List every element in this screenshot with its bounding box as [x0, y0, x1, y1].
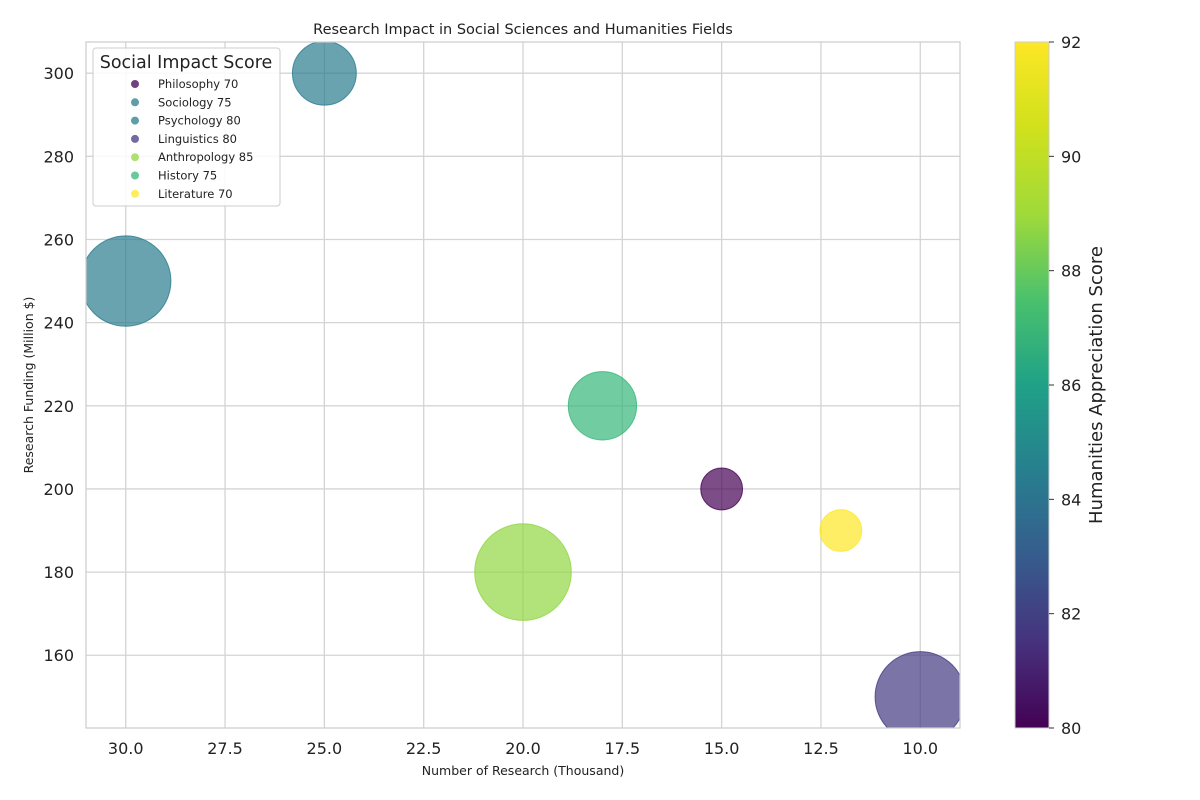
colorbar-tick-label: 84	[1061, 490, 1081, 509]
x-tick-label: 25.0	[307, 739, 343, 758]
plot-frame	[85, 41, 961, 729]
legend-marker	[131, 171, 139, 180]
x-tick-label: 10.0	[902, 739, 938, 758]
bubble-anthropology	[474, 523, 572, 621]
legend-entry-label: Sociology 75	[158, 95, 232, 109]
bubble-psychology	[86, 235, 172, 327]
colorbar-tick-label: 80	[1061, 719, 1081, 738]
legend-box	[92, 47, 281, 207]
legend-marker	[131, 80, 139, 88]
legend-entry-label: Literature 70	[158, 187, 233, 201]
colorbar-tick-label: 90	[1061, 147, 1081, 166]
legend-marker	[131, 153, 139, 162]
bubble-history	[567, 371, 638, 441]
legend-entry-label: History 75	[158, 169, 217, 183]
x-tick-label: 15.0	[704, 739, 740, 758]
legend-entry-label: Anthropology 85	[158, 150, 253, 164]
legend-marker	[131, 98, 139, 107]
legend-entry-label: Linguistics 80	[158, 132, 237, 146]
x-axis-ticks: 30.0 27.5 25.0 22.5 20.0 17.5 15.0 12.5 10.0	[108, 739, 938, 758]
bubble-literature	[819, 509, 863, 552]
legend-entries: Philosophy 70 Sociology 75 Psychology 80 Li…	[131, 77, 253, 201]
y-tick-label: 300	[43, 64, 74, 83]
legend-marker	[131, 116, 139, 125]
legend-title: Social Impact Score	[100, 53, 273, 73]
colorbar-tick-label: 92	[1061, 33, 1081, 52]
bubble-sociology	[291, 42, 357, 106]
legend-entry-label: Psychology 80	[158, 114, 241, 128]
y-tick-label: 160	[43, 646, 74, 665]
colorbar-tick-label: 86	[1061, 376, 1081, 395]
colorbar-tick-label: 88	[1061, 262, 1081, 281]
chart-title: Research Impact in Social Sciences and H…	[313, 22, 733, 38]
y-tick-label: 240	[43, 314, 74, 333]
legend-marker	[131, 189, 139, 198]
y-tick-label: 200	[43, 480, 74, 499]
y-tick-label: 280	[43, 147, 74, 166]
colorbar-tick-label: 82	[1061, 605, 1081, 624]
x-tick-label: 27.5	[207, 739, 243, 758]
y-tick-label: 260	[43, 230, 74, 249]
bubble-philosophy	[700, 467, 744, 511]
bubble-linguistics	[874, 651, 960, 728]
colorbar-ticks: 80 82 84 86 88 90 92	[1049, 33, 1081, 738]
y-tick-label: 220	[43, 397, 74, 416]
y-axis-ticks: 160 180 200 220 240 260 280 300	[43, 64, 74, 665]
colorbar: 80 82 84 86 88 90 92 Humanities Appreciation S…	[1014, 33, 1107, 738]
x-tick-label: 17.5	[605, 739, 641, 758]
legend-marker	[131, 134, 139, 143]
legend-entry-label: Philosophy 70	[158, 77, 238, 91]
x-tick-label: 30.0	[108, 739, 144, 758]
y-tick-label: 180	[43, 563, 74, 582]
legend: Social Impact Score Philosophy 70 Sociolo…	[92, 47, 281, 207]
x-tick-label: 20.0	[505, 739, 541, 758]
colorbar-gradient	[1014, 41, 1050, 729]
x-axis-label: Number of Research (Thousand)	[422, 763, 624, 778]
x-tick-label: 22.5	[406, 739, 442, 758]
y-axis-label: Research Funding (Million $)	[21, 297, 36, 474]
x-tick-label: 12.5	[803, 739, 839, 758]
colorbar-label: Humanities Appreciation Score	[1086, 246, 1107, 524]
data-points	[86, 42, 960, 728]
